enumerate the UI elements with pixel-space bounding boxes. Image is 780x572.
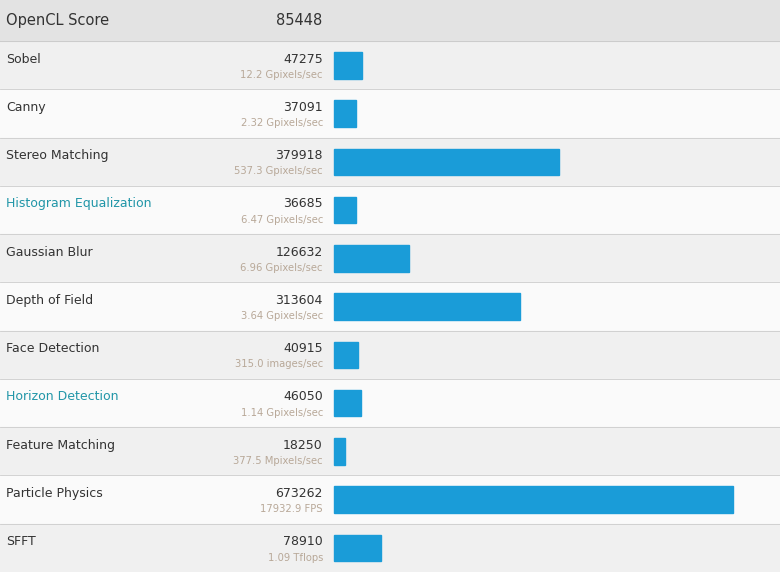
Text: 17932.9 FPS: 17932.9 FPS <box>261 505 323 514</box>
Bar <box>0 331 780 379</box>
Text: 36685: 36685 <box>283 197 323 210</box>
Bar <box>0 138 780 186</box>
Bar <box>0 186 780 234</box>
Text: Canny: Canny <box>6 101 46 114</box>
Text: 1.14 Gpixels/sec: 1.14 Gpixels/sec <box>240 408 323 418</box>
Bar <box>334 293 519 320</box>
Text: SFFT: SFFT <box>6 535 36 548</box>
Bar <box>0 0 780 41</box>
Text: Sobel: Sobel <box>6 53 41 66</box>
Text: 3.64 Gpixels/sec: 3.64 Gpixels/sec <box>241 311 323 321</box>
Text: Stereo Matching: Stereo Matching <box>6 149 108 162</box>
Bar <box>334 390 361 416</box>
Text: 379918: 379918 <box>275 149 323 162</box>
Text: 47275: 47275 <box>283 53 323 66</box>
Text: 537.3 Gpixels/sec: 537.3 Gpixels/sec <box>234 166 323 177</box>
Bar <box>0 475 780 524</box>
Bar <box>334 486 733 513</box>
Text: 1.09 Tflops: 1.09 Tflops <box>268 553 323 562</box>
Bar <box>0 427 780 475</box>
Bar <box>334 100 356 127</box>
Bar <box>0 89 780 138</box>
Bar <box>334 197 356 223</box>
Bar <box>0 283 780 331</box>
Text: Horizon Detection: Horizon Detection <box>6 390 119 403</box>
Bar <box>334 149 559 175</box>
Text: 85448: 85448 <box>276 13 322 28</box>
Text: 46050: 46050 <box>283 390 323 403</box>
Text: 18250: 18250 <box>283 439 323 451</box>
Text: Depth of Field: Depth of Field <box>6 294 94 307</box>
Bar <box>0 379 780 427</box>
Text: OpenCL Score: OpenCL Score <box>6 13 109 28</box>
Bar <box>334 341 358 368</box>
Text: Gaussian Blur: Gaussian Blur <box>6 245 93 259</box>
Text: Feature Matching: Feature Matching <box>6 439 115 451</box>
Text: Particle Physics: Particle Physics <box>6 487 103 500</box>
Text: 40915: 40915 <box>283 342 323 355</box>
Text: 2.32 Gpixels/sec: 2.32 Gpixels/sec <box>240 118 323 128</box>
Bar <box>334 52 362 78</box>
Text: 37091: 37091 <box>283 101 323 114</box>
Text: 78910: 78910 <box>283 535 323 548</box>
Text: 377.5 Mpixels/sec: 377.5 Mpixels/sec <box>233 456 323 466</box>
Text: 6.96 Gpixels/sec: 6.96 Gpixels/sec <box>240 263 323 273</box>
Text: 126632: 126632 <box>275 245 323 259</box>
Bar <box>0 41 780 89</box>
Bar <box>334 438 345 464</box>
Bar <box>0 234 780 283</box>
Text: Histogram Equalization: Histogram Equalization <box>6 197 152 210</box>
Text: 315.0 images/sec: 315.0 images/sec <box>235 359 323 370</box>
Text: Face Detection: Face Detection <box>6 342 100 355</box>
Text: 313604: 313604 <box>275 294 323 307</box>
Text: 12.2 Gpixels/sec: 12.2 Gpixels/sec <box>240 70 323 80</box>
Text: 6.47 Gpixels/sec: 6.47 Gpixels/sec <box>240 214 323 225</box>
Bar <box>334 535 381 561</box>
Bar <box>0 524 780 572</box>
Bar <box>334 245 409 272</box>
Text: 673262: 673262 <box>275 487 323 500</box>
